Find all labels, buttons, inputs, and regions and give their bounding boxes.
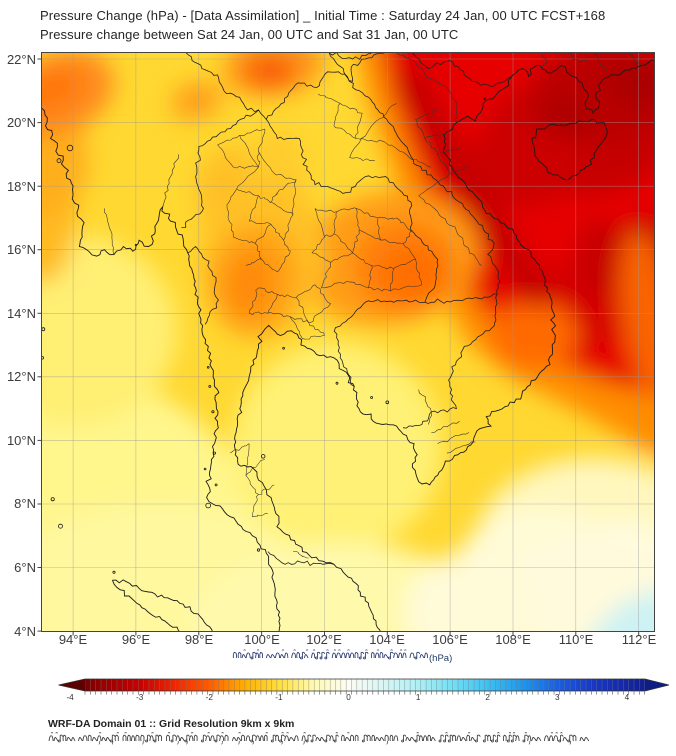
svg-text:-4: -4 — [66, 693, 74, 702]
svg-text:-3: -3 — [136, 693, 144, 702]
svg-text:4: 4 — [625, 693, 630, 702]
svg-text:(hPa): (hPa) — [429, 653, 452, 664]
svg-text:3: 3 — [555, 693, 560, 702]
svg-text:1: 1 — [416, 693, 421, 702]
svg-text:0: 0 — [346, 693, 351, 702]
svg-text:2: 2 — [485, 693, 490, 702]
svg-text:-2: -2 — [206, 693, 214, 702]
svg-text:-1: -1 — [275, 693, 283, 702]
